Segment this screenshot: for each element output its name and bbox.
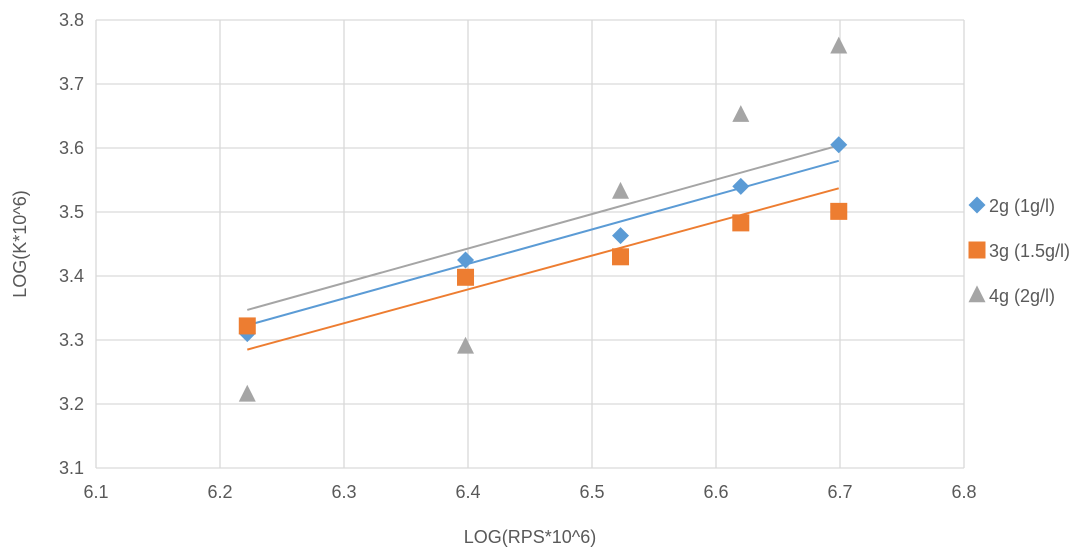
y-tick-label: 3.4 [59,266,84,286]
data-point [830,202,848,220]
y-tick-label: 3.1 [59,458,84,478]
y-tick-label: 3.6 [59,138,84,158]
data-point [457,336,475,354]
trendlines [247,144,840,351]
y-tick-label: 3.5 [59,202,84,222]
x-tick-label: 6.7 [827,482,852,502]
x-tick-label: 6.3 [331,482,356,502]
data-point [457,268,475,286]
y-tick-label: 3.7 [59,74,84,94]
data-point [830,136,848,154]
x-axis-title: LOG(RPS*10^6) [464,527,597,547]
data-point [457,251,475,269]
y-tick-label: 3.3 [59,330,84,350]
legend-label: 3g (1.5g/l) [989,241,1070,261]
data-point [238,317,256,335]
legend-marker [968,241,986,259]
x-tick-label: 6.4 [455,482,480,502]
y-tick-label: 3.2 [59,394,84,414]
data-point [732,214,750,232]
data-point [612,227,630,245]
x-tick-label: 6.8 [951,482,976,502]
x-tick-label: 6.5 [579,482,604,502]
x-tick-label: 6.1 [83,482,108,502]
legend: 2g (1g/l) 3g (1.5g/l) 4g (2g/l) [968,196,1070,306]
data-markers [238,36,848,402]
gridlines [95,19,965,469]
trendline [247,144,840,311]
y-tick-label: 3.8 [59,10,84,30]
data-point [732,105,750,122]
legend-label: 4g (2g/l) [989,286,1055,306]
data-point [732,177,750,195]
trendline [247,159,840,327]
data-point [612,181,630,199]
data-point [612,248,630,266]
x-tick-label: 6.2 [207,482,232,502]
x-tick-label: 6.6 [703,482,728,502]
y-axis-title: LOG(K*10^6) [10,190,30,298]
legend-marker [968,196,986,214]
axes: 6.1 6.2 6.3 6.4 6.5 6.6 6.7 6.8 3.1 3.2 3.3 3.4 3.5 3… [59,10,977,502]
data-point [238,384,256,402]
legend-label: 2g (1g/l) [989,196,1055,216]
legend-marker [968,285,986,303]
data-point [830,36,848,54]
